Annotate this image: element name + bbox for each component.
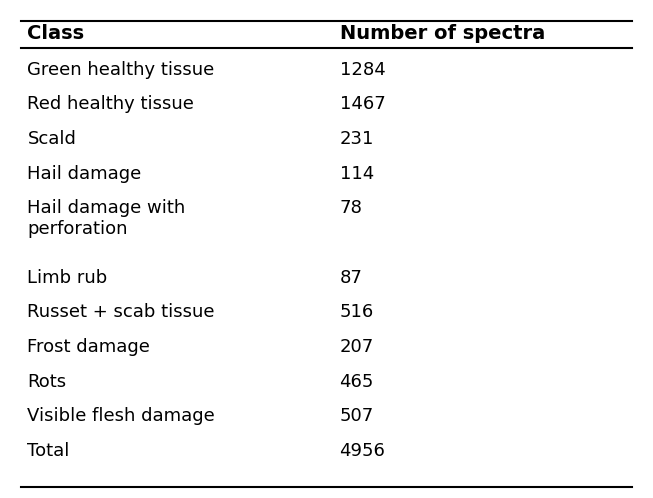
Text: 87: 87 — [340, 269, 362, 287]
Text: 207: 207 — [340, 338, 374, 356]
Text: Hail damage with
perforation: Hail damage with perforation — [27, 200, 185, 238]
Text: 1467: 1467 — [340, 96, 385, 114]
Text: Hail damage: Hail damage — [27, 165, 142, 183]
Text: 114: 114 — [340, 165, 374, 183]
Text: Red healthy tissue: Red healthy tissue — [27, 96, 195, 114]
Text: Number of spectra: Number of spectra — [340, 24, 545, 43]
Text: 4956: 4956 — [340, 442, 385, 460]
Text: Total: Total — [27, 442, 70, 460]
Text: Scald: Scald — [27, 130, 76, 148]
Text: 507: 507 — [340, 407, 374, 425]
Text: Visible flesh damage: Visible flesh damage — [27, 407, 215, 425]
Text: Class: Class — [27, 24, 84, 43]
Text: Rots: Rots — [27, 373, 67, 391]
Text: 78: 78 — [340, 200, 362, 218]
Text: 1284: 1284 — [340, 61, 385, 79]
Text: Frost damage: Frost damage — [27, 338, 150, 356]
Text: Green healthy tissue: Green healthy tissue — [27, 61, 215, 79]
Text: 231: 231 — [340, 130, 374, 148]
Text: 516: 516 — [340, 303, 374, 322]
Text: Limb rub: Limb rub — [27, 269, 108, 287]
Text: Russet + scab tissue: Russet + scab tissue — [27, 303, 215, 322]
Text: 465: 465 — [340, 373, 374, 391]
